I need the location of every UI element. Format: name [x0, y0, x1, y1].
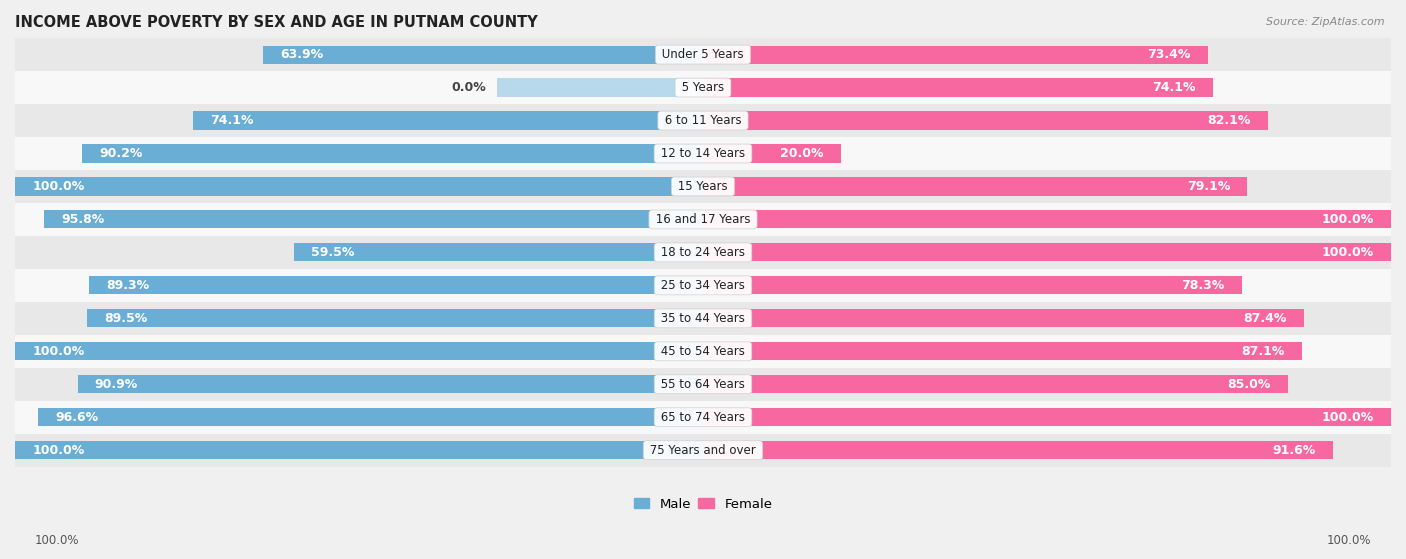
Bar — [38, 408, 703, 427]
Text: 18 to 24 Years: 18 to 24 Years — [657, 246, 749, 259]
Bar — [496, 78, 703, 97]
Text: 90.9%: 90.9% — [94, 378, 138, 391]
Bar — [703, 375, 1288, 394]
Text: 55 to 64 Years: 55 to 64 Years — [657, 378, 749, 391]
Text: 0.0%: 0.0% — [451, 81, 486, 94]
Bar — [44, 210, 703, 229]
Text: INCOME ABOVE POVERTY BY SEX AND AGE IN PUTNAM COUNTY: INCOME ABOVE POVERTY BY SEX AND AGE IN P… — [15, 15, 537, 30]
Text: 96.6%: 96.6% — [56, 411, 98, 424]
Text: 65 to 74 Years: 65 to 74 Years — [657, 411, 749, 424]
Text: 6 to 11 Years: 6 to 11 Years — [661, 114, 745, 127]
Bar — [15, 236, 1391, 269]
Text: 73.4%: 73.4% — [1147, 48, 1191, 61]
Bar — [703, 210, 1391, 229]
Bar — [15, 203, 1391, 236]
Text: 35 to 44 Years: 35 to 44 Years — [657, 312, 749, 325]
Bar — [15, 368, 1391, 401]
Bar — [89, 276, 703, 295]
Text: 15 Years: 15 Years — [675, 180, 731, 193]
Bar — [15, 177, 703, 196]
Bar — [294, 243, 703, 262]
Text: 5 Years: 5 Years — [678, 81, 728, 94]
Text: 78.3%: 78.3% — [1181, 279, 1225, 292]
Text: 100.0%: 100.0% — [1322, 411, 1374, 424]
Text: 74.1%: 74.1% — [211, 114, 254, 127]
Text: 74.1%: 74.1% — [1152, 81, 1195, 94]
Bar — [703, 144, 841, 163]
Bar — [703, 309, 1305, 328]
Text: 100.0%: 100.0% — [32, 345, 84, 358]
Text: 16 and 17 Years: 16 and 17 Years — [652, 213, 754, 226]
Text: Under 5 Years: Under 5 Years — [658, 48, 748, 61]
Bar — [87, 309, 703, 328]
Text: 45 to 54 Years: 45 to 54 Years — [657, 345, 749, 358]
Text: 100.0%: 100.0% — [1322, 246, 1374, 259]
Bar — [703, 276, 1241, 295]
Text: 100.0%: 100.0% — [1322, 213, 1374, 226]
Legend: Male, Female: Male, Female — [628, 492, 778, 516]
Text: 85.0%: 85.0% — [1227, 378, 1271, 391]
Bar — [703, 408, 1391, 427]
Text: 95.8%: 95.8% — [60, 213, 104, 226]
Text: 87.1%: 87.1% — [1241, 345, 1285, 358]
Bar — [263, 45, 703, 64]
Bar — [15, 342, 703, 361]
Bar — [15, 441, 703, 459]
Bar — [703, 441, 1333, 459]
Bar — [15, 137, 1391, 170]
Bar — [15, 335, 1391, 368]
Text: 87.4%: 87.4% — [1244, 312, 1286, 325]
Bar — [15, 302, 1391, 335]
Text: Source: ZipAtlas.com: Source: ZipAtlas.com — [1267, 17, 1385, 27]
Text: 25 to 34 Years: 25 to 34 Years — [657, 279, 749, 292]
Bar — [193, 111, 703, 130]
Text: 100.0%: 100.0% — [32, 180, 84, 193]
Bar — [703, 78, 1213, 97]
Bar — [83, 144, 703, 163]
Bar — [703, 243, 1391, 262]
Text: 12 to 14 Years: 12 to 14 Years — [657, 147, 749, 160]
Bar — [15, 170, 1391, 203]
Text: 89.3%: 89.3% — [105, 279, 149, 292]
Bar — [703, 177, 1247, 196]
Text: 100.0%: 100.0% — [32, 444, 84, 457]
Text: 20.0%: 20.0% — [780, 147, 824, 160]
Text: 89.5%: 89.5% — [104, 312, 148, 325]
Bar — [703, 45, 1208, 64]
Text: 63.9%: 63.9% — [281, 48, 323, 61]
Bar — [15, 104, 1391, 137]
Bar — [77, 375, 703, 394]
Text: 100.0%: 100.0% — [35, 534, 80, 547]
Text: 100.0%: 100.0% — [1326, 534, 1371, 547]
Bar — [15, 434, 1391, 467]
Bar — [15, 401, 1391, 434]
Bar — [703, 342, 1302, 361]
Text: 90.2%: 90.2% — [100, 147, 143, 160]
Text: 79.1%: 79.1% — [1187, 180, 1230, 193]
Bar — [15, 38, 1391, 71]
Text: 59.5%: 59.5% — [311, 246, 354, 259]
Text: 82.1%: 82.1% — [1208, 114, 1251, 127]
Text: 91.6%: 91.6% — [1272, 444, 1316, 457]
Text: 75 Years and over: 75 Years and over — [647, 444, 759, 457]
Bar — [15, 71, 1391, 104]
Bar — [703, 111, 1268, 130]
Bar — [15, 269, 1391, 302]
